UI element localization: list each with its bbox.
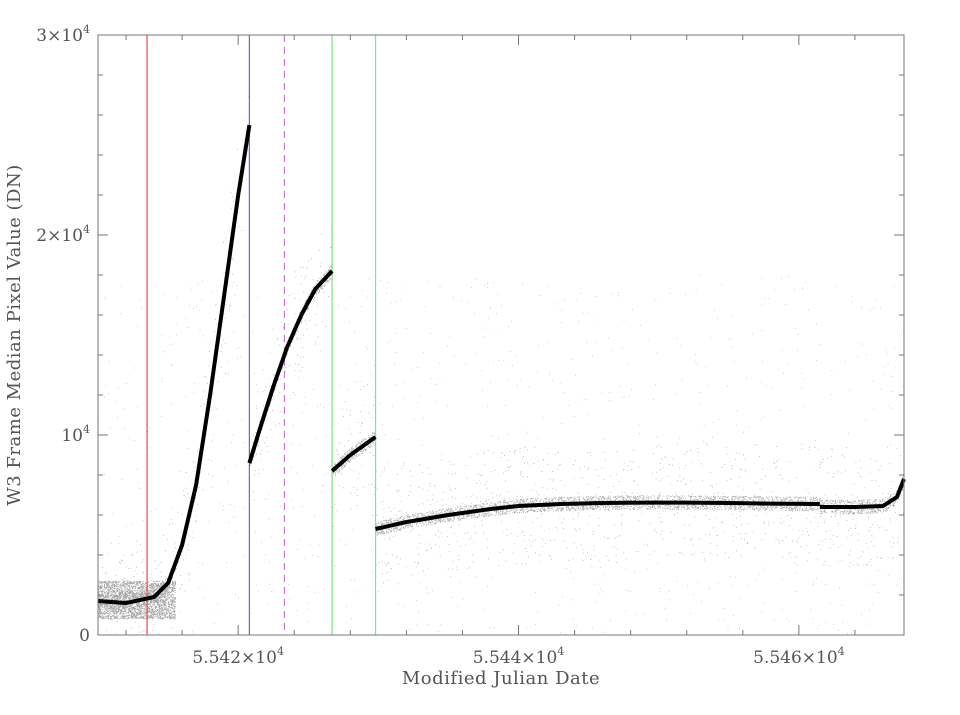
- x-tick-label-2: 5.544×104: [473, 645, 565, 668]
- series-segment-2: [247, 269, 334, 464]
- series-segment-1: [97, 124, 252, 605]
- y-tick-label-3: 2×104: [36, 223, 90, 246]
- axis-ticks: [98, 34, 904, 636]
- scatter-points: [98, 95, 905, 636]
- scatter-cloud: [98, 95, 905, 636]
- x-tick-label-3: 5.546×104: [753, 645, 845, 668]
- x-axis-title: Modified Julian Date: [402, 668, 600, 689]
- y-tick-label-1: 0: [79, 626, 90, 646]
- data-series: [97, 124, 906, 605]
- x-tick-label-1: 5.542×104: [192, 645, 284, 668]
- series-segment-5: [819, 478, 906, 509]
- series-segment-3: [330, 435, 377, 473]
- y-axis-title: W3 Frame Median Pixel Value (DN): [4, 164, 25, 506]
- series-segment-4: [375, 500, 820, 531]
- tick-labels: 5.542×104 5.544×104 5.546×104 0 104 2×104 3×10…: [36, 23, 844, 668]
- plot-frame: [97, 34, 905, 636]
- y-tick-label-2: 104: [61, 423, 90, 446]
- y-tick-label-4: 3×104: [36, 23, 90, 46]
